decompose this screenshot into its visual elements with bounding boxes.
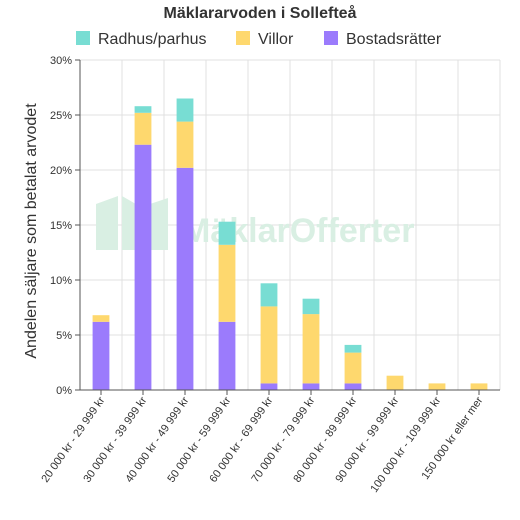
bar-segment: [134, 106, 152, 113]
legend-swatch: [236, 31, 250, 45]
bars: [92, 98, 488, 390]
watermark-text: MäklarOfferter: [182, 212, 414, 250]
bar-segment: [344, 383, 362, 390]
bar-segment: [218, 321, 236, 390]
bar-segment: [176, 167, 194, 390]
bar-segment: [428, 383, 446, 390]
legend-item: Bostadsrätter: [324, 31, 442, 48]
bar-segment: [176, 98, 194, 122]
axes: 0%5%10%15%20%25%30%20 000 kr - 29 999 kr…: [39, 55, 500, 495]
bar-segment: [92, 321, 110, 390]
bar-segment: [302, 314, 320, 384]
legend-label: Radhus/parhus: [98, 31, 207, 48]
legend-label: Bostadsrätter: [346, 31, 442, 48]
bar-segment: [386, 375, 404, 390]
y-tick-label: 25%: [50, 110, 72, 122]
bar-segment: [470, 383, 488, 390]
y-tick-label: 15%: [50, 220, 72, 232]
y-tick-label: 0%: [56, 385, 72, 397]
y-tick-label: 10%: [50, 275, 72, 287]
bar-segment: [344, 352, 362, 384]
x-tick-label: 100 000 kr - 109 999 kr: [368, 395, 443, 495]
bar-segment: [92, 315, 110, 322]
bar-segment: [134, 112, 152, 145]
bar-segment: [260, 283, 278, 307]
legend-label: Villor: [258, 31, 294, 48]
y-axis-label: Andelen säljare som betalat arvodet: [23, 103, 40, 359]
y-tick-label: 30%: [50, 55, 72, 67]
legend-swatch: [324, 31, 338, 45]
bar-segment: [260, 383, 278, 390]
bar-segment: [176, 121, 194, 168]
bar-segment: [260, 306, 278, 384]
bar-segment: [302, 298, 320, 315]
y-tick-label: 20%: [50, 165, 72, 177]
chart-title: Mäklararvoden i Sollefteå: [164, 4, 357, 22]
legend: Radhus/parhus Villor Bostadsrätter: [76, 31, 442, 48]
legend-item: Villor: [236, 31, 294, 48]
bar-segment: [218, 244, 236, 322]
bar-segment: [134, 144, 152, 390]
watermark-logo-shape: [96, 196, 118, 250]
legend-item: Radhus/parhus: [76, 31, 207, 48]
bar-segment: [218, 221, 236, 245]
bar-segment: [302, 383, 320, 390]
watermark-logo-shape: [150, 198, 168, 250]
y-tick-label: 5%: [56, 330, 72, 342]
bar-segment: [344, 344, 362, 353]
legend-swatch: [76, 31, 90, 45]
